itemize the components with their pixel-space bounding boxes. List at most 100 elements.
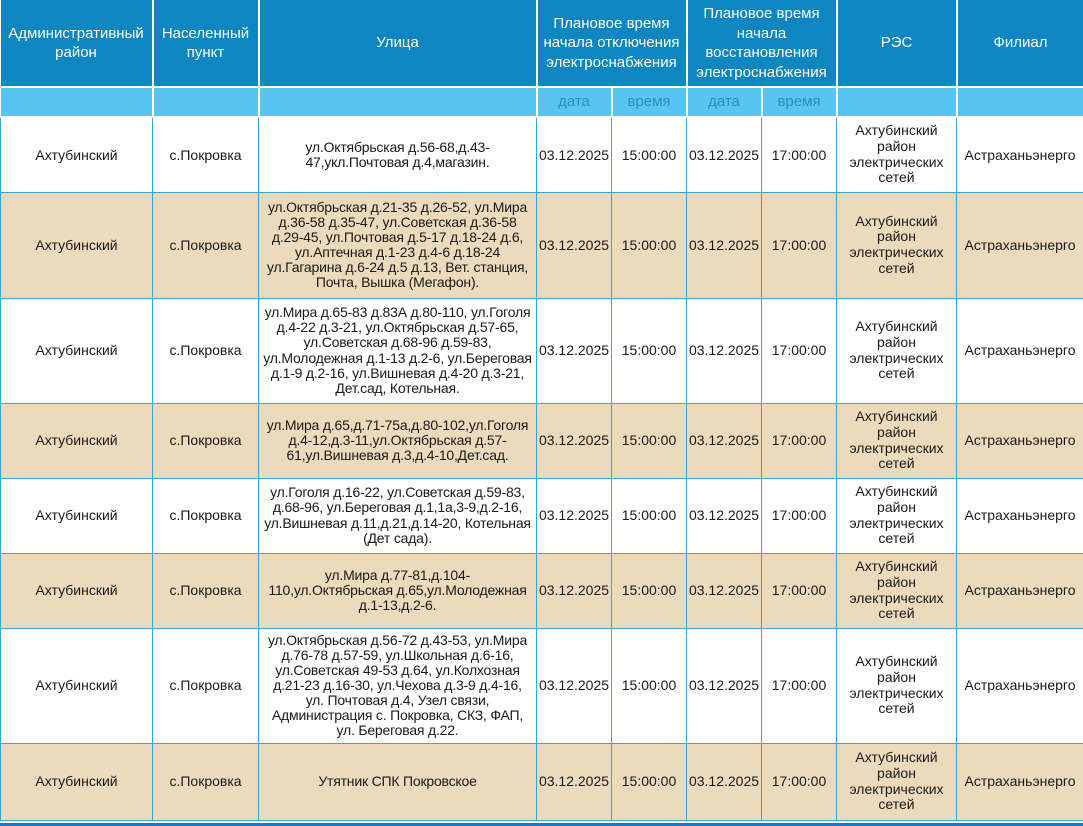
cell-street: ул.Мира д.65-83 д.83А д.80-110, ул.Гогол… — [259, 298, 537, 403]
cell-street: Утятник СПК Покровское — [259, 743, 537, 820]
cell-outage-date: 03.12.2025 — [537, 478, 612, 553]
cell-outage-date: 03.12.2025 — [537, 743, 612, 820]
table-body: Ахтубинский с.Покровка ул.Октябрьская д.… — [1, 117, 1083, 820]
cell-settlement: с.Покровка — [153, 298, 259, 403]
cell-street: ул.Гоголя д.16-22, ул.Советская д.59-83,… — [259, 478, 537, 553]
header-res: РЭС — [837, 0, 957, 87]
cell-restore-time: 17:00:00 — [762, 117, 837, 192]
cell-outage-date: 03.12.2025 — [537, 192, 612, 298]
table-header: Административный район Населенный пункт … — [1, 0, 1083, 117]
cell-district: Ахтубинский — [1, 117, 153, 192]
cell-branch: Астраханьэнерго — [957, 298, 1083, 403]
cell-outage-time: 15:00:00 — [612, 403, 687, 478]
cell-district: Ахтубинский — [1, 298, 153, 403]
header-outage-group: Плановое время начала отключения электро… — [537, 0, 687, 87]
cell-res: Ахтубинский район электрических сетей — [837, 117, 957, 192]
cell-restore-date: 03.12.2025 — [687, 117, 762, 192]
cell-res: Ахтубинский район электрических сетей — [837, 192, 957, 298]
cell-restore-date: 03.12.2025 — [687, 403, 762, 478]
table-row: Ахтубинский с.Покровка Утятник СПК Покро… — [1, 743, 1083, 820]
cell-settlement: с.Покровка — [153, 743, 259, 820]
cell-restore-date: 03.12.2025 — [687, 553, 762, 628]
cell-branch: Астраханьэнерго — [957, 743, 1083, 820]
cell-street: ул.Октябрьская д.56-68,д.43-47,укл.Почто… — [259, 117, 537, 192]
cell-restore-time: 17:00:00 — [762, 628, 837, 743]
header-row-sub: дата время дата время — [1, 87, 1083, 117]
cell-restore-time: 17:00:00 — [762, 553, 837, 628]
cell-outage-date: 03.12.2025 — [537, 403, 612, 478]
subheader-restore-date: дата — [687, 87, 762, 117]
subheader-outage-date: дата — [537, 87, 612, 117]
cell-branch: Астраханьэнерго — [957, 117, 1083, 192]
cell-res: Ахтубинский район электрических сетей — [837, 478, 957, 553]
cell-settlement: с.Покровка — [153, 403, 259, 478]
cell-outage-time: 15:00:00 — [612, 478, 687, 553]
cell-outage-date: 03.12.2025 — [537, 628, 612, 743]
cell-settlement: с.Покровка — [153, 553, 259, 628]
cell-res: Ахтубинский район электрических сетей — [837, 553, 957, 628]
cell-district: Ахтубинский — [1, 403, 153, 478]
cell-district: Ахтубинский — [1, 628, 153, 743]
cell-branch: Астраханьэнерго — [957, 403, 1083, 478]
table-row: Ахтубинский с.Покровка ул.Октябрьская д.… — [1, 117, 1083, 192]
cell-restore-date: 03.12.2025 — [687, 478, 762, 553]
subheader-empty-street — [259, 87, 537, 117]
subheader-empty-district — [1, 87, 153, 117]
cell-district: Ахтубинский — [1, 478, 153, 553]
cell-street: ул.Октябрьская д.56-72 д.43-53, ул.Мира … — [259, 628, 537, 743]
cell-restore-time: 17:00:00 — [762, 478, 837, 553]
header-settlement: Населенный пункт — [153, 0, 259, 87]
cell-outage-time: 15:00:00 — [612, 117, 687, 192]
table-row: Ахтубинский с.Покровка ул.Октябрьская д.… — [1, 628, 1083, 743]
table-row: Ахтубинский с.Покровка ул.Мира д.65,д.71… — [1, 403, 1083, 478]
cell-outage-date: 03.12.2025 — [537, 553, 612, 628]
cell-res: Ахтубинский район электрических сетей — [837, 298, 957, 403]
cell-branch: Астраханьэнерго — [957, 478, 1083, 553]
cell-res: Ахтубинский район электрических сетей — [837, 743, 957, 820]
subheader-outage-time: время — [612, 87, 687, 117]
cell-street: ул.Октябрьская д.21-35 д.26-52, ул.Мира … — [259, 192, 537, 298]
cell-settlement: с.Покровка — [153, 478, 259, 553]
table-row: Ахтубинский с.Покровка ул.Октябрьская д.… — [1, 192, 1083, 298]
cell-restore-time: 17:00:00 — [762, 192, 837, 298]
cell-restore-time: 17:00:00 — [762, 743, 837, 820]
table-row: Ахтубинский с.Покровка ул.Мира д.77-81,д… — [1, 553, 1083, 628]
next-table-top-edge — [0, 823, 1083, 826]
cell-outage-time: 15:00:00 — [612, 743, 687, 820]
cell-district: Ахтубинский — [1, 743, 153, 820]
cell-restore-time: 17:00:00 — [762, 298, 837, 403]
cell-outage-time: 15:00:00 — [612, 192, 687, 298]
cell-res: Ахтубинский район электрических сетей — [837, 403, 957, 478]
cell-outage-time: 15:00:00 — [612, 298, 687, 403]
cell-district: Ахтубинский — [1, 192, 153, 298]
cell-restore-date: 03.12.2025 — [687, 298, 762, 403]
cell-res: Ахтубинский район электрических сетей — [837, 628, 957, 743]
cell-branch: Астраханьэнерго — [957, 628, 1083, 743]
cell-branch: Астраханьэнерго — [957, 553, 1083, 628]
table-row: Ахтубинский с.Покровка ул.Мира д.65-83 д… — [1, 298, 1083, 403]
cell-outage-time: 15:00:00 — [612, 553, 687, 628]
subheader-empty-settlement — [153, 87, 259, 117]
subheader-empty-res — [837, 87, 957, 117]
table-row: Ахтубинский с.Покровка ул.Гоголя д.16-22… — [1, 478, 1083, 553]
cell-outage-time: 15:00:00 — [612, 628, 687, 743]
cell-branch: Астраханьэнерго — [957, 192, 1083, 298]
cell-settlement: с.Покровка — [153, 117, 259, 192]
cell-restore-time: 17:00:00 — [762, 403, 837, 478]
cell-outage-date: 03.12.2025 — [537, 298, 612, 403]
header-admin-district: Административный район — [1, 0, 153, 87]
header-row-main: Административный район Населенный пункт … — [1, 0, 1083, 87]
cell-district: Ахтубинский — [1, 553, 153, 628]
cell-settlement: с.Покровка — [153, 628, 259, 743]
cell-street: ул.Мира д.65,д.71-75а,д.80-102,ул.Гоголя… — [259, 403, 537, 478]
cell-settlement: с.Покровка — [153, 192, 259, 298]
subheader-empty-branch — [957, 87, 1083, 117]
subheader-restore-time: время — [762, 87, 837, 117]
cell-street: ул.Мира д.77-81,д.104-110,ул.Октябрьская… — [259, 553, 537, 628]
header-street: Улица — [259, 0, 537, 87]
cell-restore-date: 03.12.2025 — [687, 192, 762, 298]
cell-outage-date: 03.12.2025 — [537, 117, 612, 192]
cell-restore-date: 03.12.2025 — [687, 743, 762, 820]
header-branch: Филиал — [957, 0, 1083, 87]
